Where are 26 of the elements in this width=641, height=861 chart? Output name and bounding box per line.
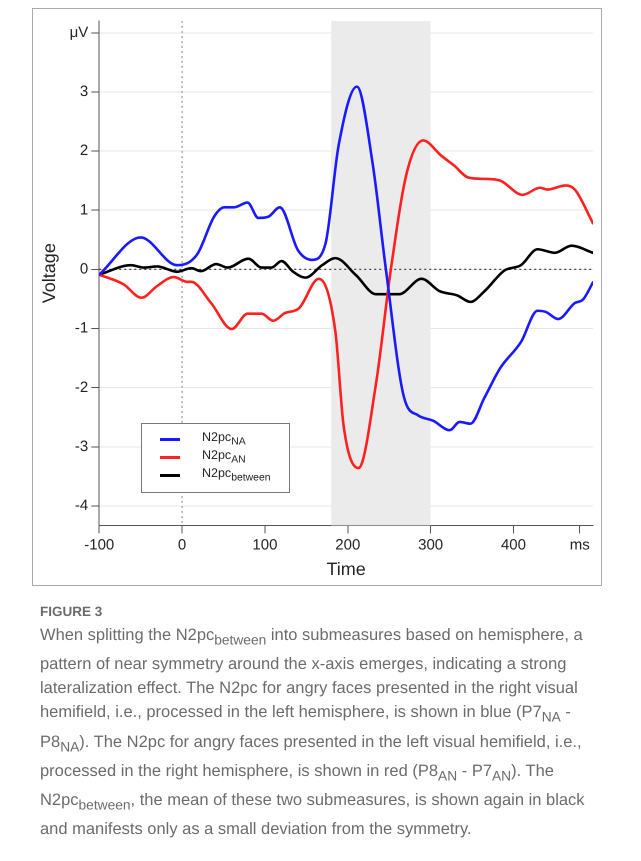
y-tick-label: -4 [74, 497, 88, 514]
x-tick-label: -100 [84, 536, 114, 554]
y-tick-label: -2 [74, 378, 88, 396]
caption: FIGURE 3 [40, 604, 104, 619]
legend-label: N2pc$_{AN}$ [202, 448, 246, 466]
y-tick-label: μV [70, 24, 88, 41]
y-axis-title: Voltage [38, 243, 59, 304]
x-tick-label: 0 [178, 536, 186, 554]
line-series [99, 85, 593, 432]
legend-label: N2pc$_{NA}$ [202, 430, 246, 448]
line-series [99, 244, 593, 304]
line-series [99, 139, 593, 470]
text: When splitting the N2pc$_{between}$ into submeasures based on hemisphere, a pattern of near symmetry around the x-axis emerges, indicating a strong lateralization effect. The N2pc for angry faces presented in the right visual hemifield, i.e., processed in the left hemisphere, is shown in blue (P7$_{NA}$ - P8$_{NA}$). The N2pc for angry faces presented in the left visual hemifield, i.e., processed in the right hemisphere, is shown in red (P8$_{AN}$ - P7$_{AN}$). The N2pc$_{between}$, the mean of these two submeasures, is shown again in black and manifests only as a small deviation from the symmetry. [40, 626, 585, 838]
y-tick-label: -1 [74, 320, 88, 337]
legend-label: N2pc$_{between}$ [202, 466, 271, 484]
x-tick-label: 300 [418, 536, 444, 554]
y-tick-label: 3 [80, 83, 88, 100]
y-tick-label: -3 [74, 438, 88, 455]
y-tick-label: 2 [80, 142, 88, 160]
x-axis-title: Time [326, 559, 366, 580]
y-tick-label: 1 [80, 201, 88, 218]
x-tick-label: 200 [335, 536, 360, 554]
x-tick-label: 400 [500, 536, 526, 554]
x-tick-label: ms [570, 536, 590, 554]
y-tick-label: 0 [80, 260, 88, 278]
x-tick-label: 100 [252, 536, 278, 554]
